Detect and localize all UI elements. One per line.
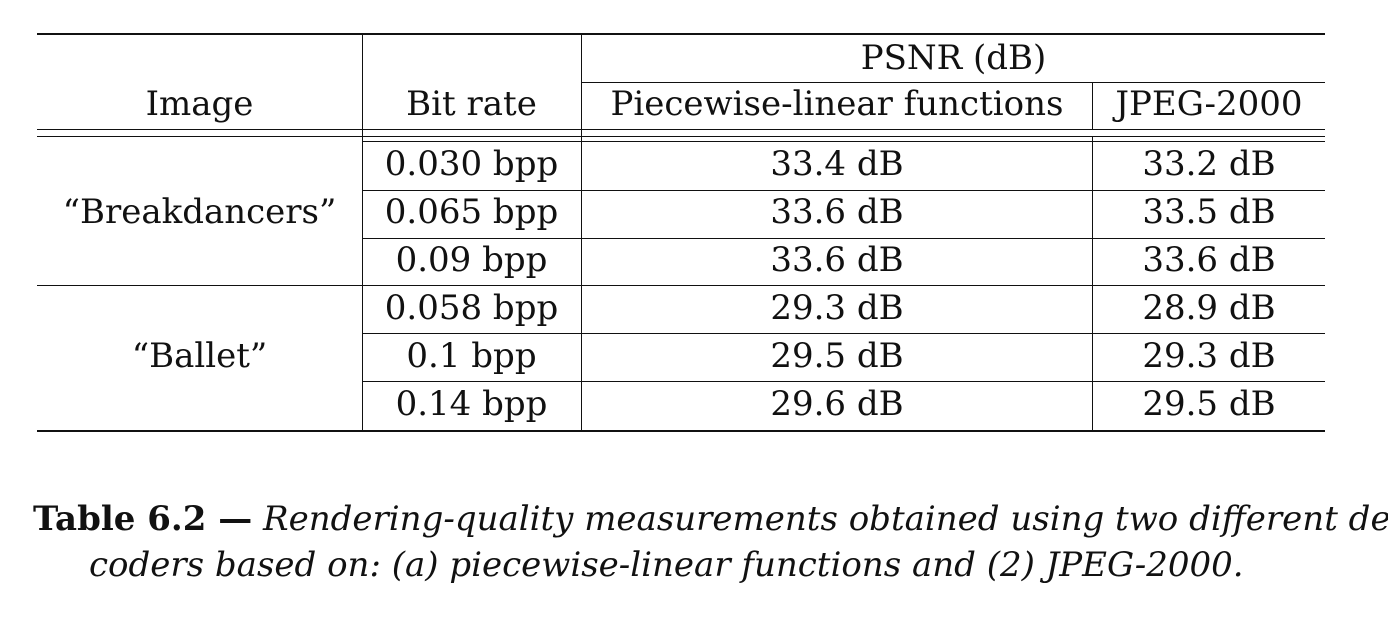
header-bitrate: Bit rate <box>406 84 537 124</box>
table-cell-piecewise: 33.6 dB <box>770 240 904 280</box>
image-name: “Ballet” <box>131 336 268 376</box>
row-rule <box>362 141 1325 142</box>
table-cell-piecewise: 29.3 dB <box>770 288 904 328</box>
table-cell-piecewise: 29.6 dB <box>770 384 904 424</box>
table-cell-bitrate: 0.1 bpp <box>406 336 537 376</box>
table-cell-jpeg: 33.6 dB <box>1142 240 1276 280</box>
table-cell-bitrate: 0.09 bpp <box>395 240 548 280</box>
caption-text-line1: Rendering-quality measurements obtained … <box>263 499 1388 539</box>
header-image: Image <box>145 84 254 124</box>
table-cell-piecewise: 29.5 dB <box>770 336 904 376</box>
table-bottom-rule <box>37 430 1325 432</box>
table-cell-bitrate: 0.030 bpp <box>384 144 559 184</box>
column-divider-psnr <box>1092 137 1093 430</box>
header-double-rule-top <box>37 129 1325 130</box>
row-divider <box>362 381 1325 382</box>
row-divider <box>362 190 1325 191</box>
table-cell-bitrate: 0.065 bpp <box>384 192 559 232</box>
column-divider-bitrate <box>581 34 582 430</box>
table-top-rule <box>37 33 1325 35</box>
image-name: “Breakdancers” <box>62 192 337 232</box>
table-cell-bitrate: 0.058 bpp <box>384 288 559 328</box>
group-divider <box>37 285 1325 286</box>
header-double-rule-bottom <box>37 136 1325 137</box>
header-jpeg: JPEG-2000 <box>1115 84 1303 124</box>
column-divider-psnr <box>1092 83 1093 130</box>
table-cell-piecewise: 33.6 dB <box>770 192 904 232</box>
table-cell-bitrate: 0.14 bpp <box>395 384 548 424</box>
table-cell-jpeg: 33.5 dB <box>1142 192 1276 232</box>
header-psnr: PSNR (dB) <box>860 38 1047 78</box>
caption-text-line2: coders based on: (a) piecewise-linear fu… <box>89 545 1244 585</box>
table-cell-jpeg: 29.5 dB <box>1142 384 1276 424</box>
row-divider <box>362 238 1325 239</box>
table-cell-jpeg: 29.3 dB <box>1142 336 1276 376</box>
table-cell-piecewise: 33.4 dB <box>770 144 904 184</box>
table-cell-jpeg: 28.9 dB <box>1142 288 1276 328</box>
header-piecewise: Piecewise-linear functions <box>610 84 1064 124</box>
table-caption: Table 6.2 — Rendering-quality measuremen… <box>33 496 1388 588</box>
caption-label: Table 6.2 — <box>33 499 253 539</box>
column-divider-image <box>362 34 363 430</box>
table-cell-jpeg: 33.2 dB <box>1142 144 1276 184</box>
psnr-subheader-rule <box>582 82 1325 83</box>
row-divider <box>362 333 1325 334</box>
